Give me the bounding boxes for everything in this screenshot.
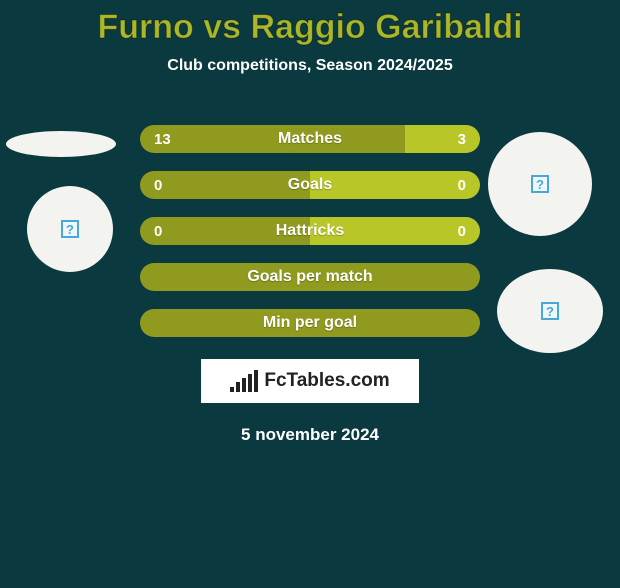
comparison-title: Furno vs Raggio Garibaldi bbox=[0, 8, 620, 47]
fctables-logo: FcTables.com bbox=[201, 359, 419, 403]
stat-right-value: 0 bbox=[310, 171, 480, 199]
player1-shadow-ellipse bbox=[6, 131, 116, 157]
vs-word: vs bbox=[203, 8, 241, 46]
stat-right-value: 3 bbox=[405, 125, 480, 153]
stat-row: 133Matches bbox=[140, 125, 480, 153]
stat-row: 00Hattricks bbox=[140, 217, 480, 245]
player2-avatar-placeholder: ? bbox=[488, 132, 592, 236]
player2-name: Raggio Garibaldi bbox=[251, 8, 523, 46]
stat-left-value: 0 bbox=[140, 171, 310, 199]
logo-text: FcTables.com bbox=[264, 370, 389, 392]
stat-left-value: 0 bbox=[140, 217, 310, 245]
stat-left-value bbox=[140, 309, 480, 337]
comparison-bars: 133Matches 00Goals 00Hattricks Goals per ma… bbox=[140, 125, 480, 337]
stat-row: Goals per match bbox=[140, 263, 480, 291]
stat-right-value: 0 bbox=[310, 217, 480, 245]
player1-name: Furno bbox=[97, 8, 193, 46]
subtitle: Club competitions, Season 2024/2025 bbox=[0, 57, 620, 75]
question-icon: ? bbox=[61, 220, 79, 238]
stat-row: 00Goals bbox=[140, 171, 480, 199]
stat-left-value bbox=[140, 263, 480, 291]
question-icon: ? bbox=[531, 175, 549, 193]
date-line: 5 november 2024 bbox=[0, 425, 620, 445]
question-icon: ? bbox=[541, 302, 559, 320]
player1-avatar-placeholder: ? bbox=[27, 186, 113, 272]
club-logo-placeholder: ? bbox=[497, 269, 603, 353]
stat-left-value: 13 bbox=[140, 125, 405, 153]
stat-row: Min per goal bbox=[140, 309, 480, 337]
logo-bars-icon bbox=[230, 370, 258, 392]
